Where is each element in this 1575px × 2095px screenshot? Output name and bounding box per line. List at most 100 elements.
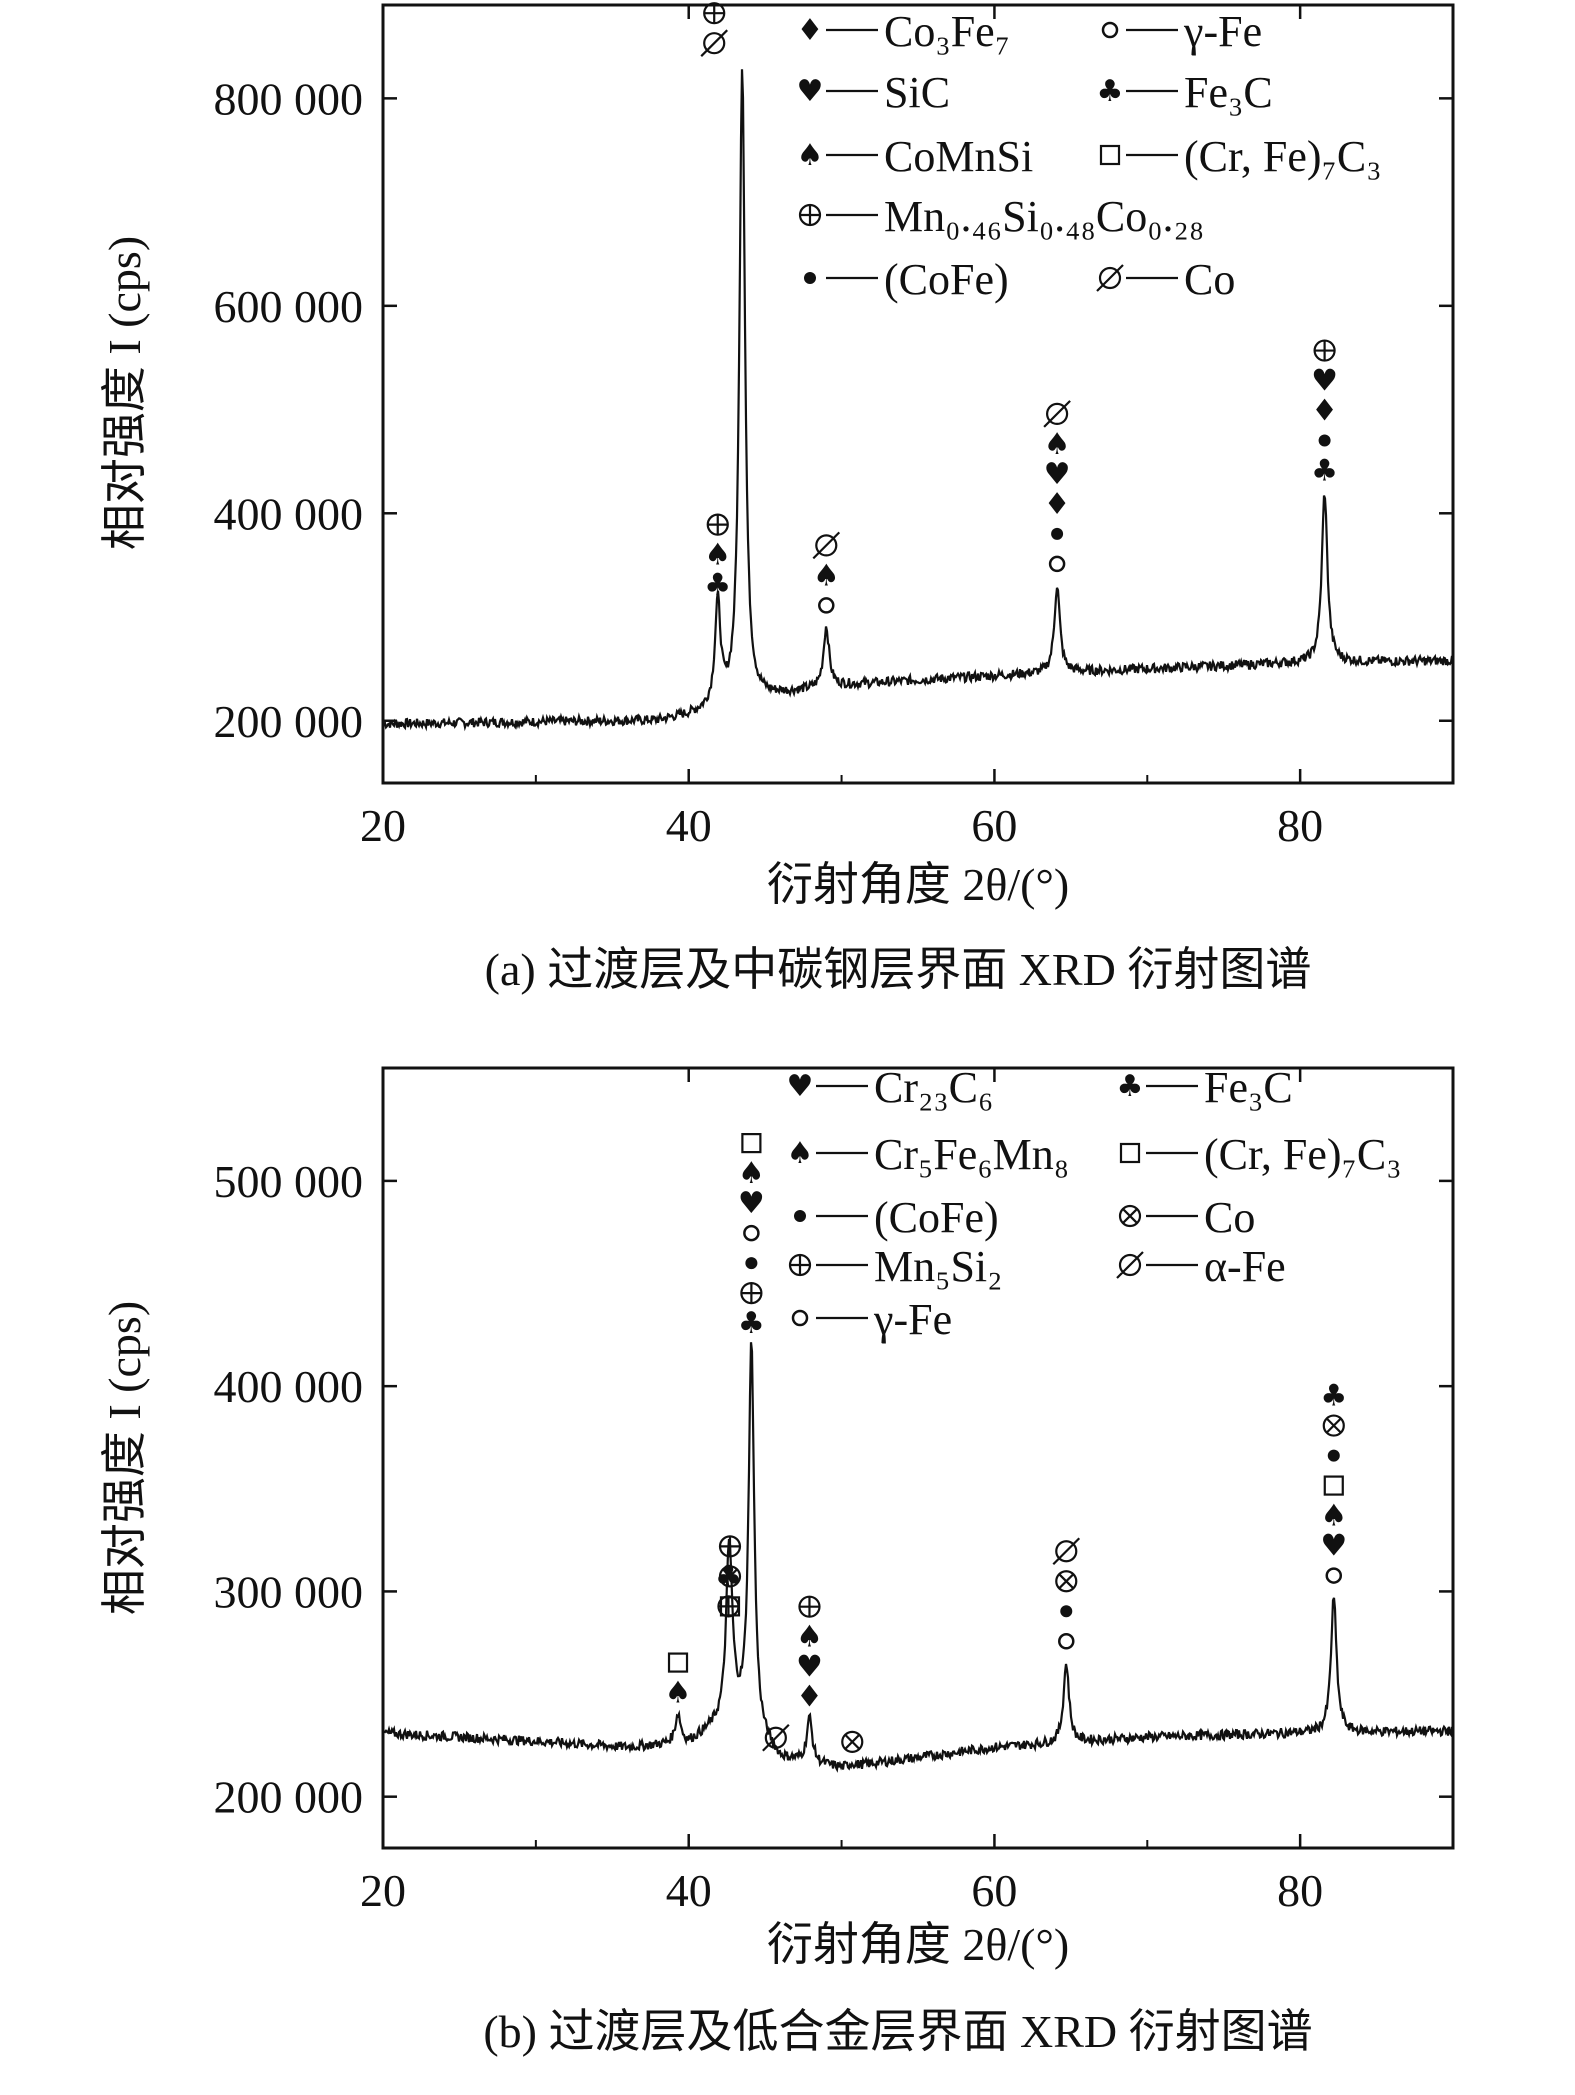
peak-marker: ♠ — [813, 558, 840, 593]
legend-marker — [788, 1253, 812, 1277]
peak-marker: ♥ — [1044, 457, 1071, 492]
x-tick-label: 60 — [971, 800, 1017, 851]
peak-marker: ♦ — [1311, 394, 1338, 429]
peak-marker: ♠ — [738, 1156, 765, 1191]
peak-marker — [818, 597, 835, 614]
legend-label: Mn₅Si₂ — [874, 1242, 1003, 1291]
xrd-trace — [383, 69, 1454, 732]
x-tick-label: 20 — [360, 1865, 406, 1916]
peak-marker — [812, 531, 841, 560]
plot-frame — [381, 3, 1455, 785]
y-tick-label: 300 000 — [214, 1566, 364, 1617]
peak-marker: ♠ — [665, 1676, 692, 1711]
peak-marker — [1060, 1605, 1073, 1618]
peak-marker — [719, 1596, 741, 1617]
peak-marker: ♦ — [1044, 487, 1071, 522]
peak-marker — [1043, 400, 1071, 428]
x-tick-label: 80 — [1277, 1865, 1323, 1916]
y-tick-label: 400 000 — [214, 1361, 364, 1412]
legend-marker: ♣ — [1117, 1069, 1144, 1104]
peak-marker: ♣ — [738, 1306, 765, 1341]
peak-marker: ♠ — [796, 1620, 823, 1655]
x-axis-label: 衍射角度 2θ/(°) — [767, 859, 1069, 910]
peak-marker: ♣ — [704, 568, 731, 603]
legend-marker: ♦ — [797, 13, 824, 48]
peak-marker: ♥ — [1320, 1529, 1347, 1564]
legend: ♦ Co₃Fe₇ γ-Fe ♥ SiC ♣ Fe₃C ♠ CoMnSi (Cr, Fe)₇C₃ Mn… — [797, 7, 1382, 304]
peak-marker — [718, 1565, 742, 1588]
peak-marker — [1052, 1537, 1081, 1566]
legend-marker: ♥ — [797, 74, 824, 109]
legend-marker — [1118, 1204, 1142, 1228]
peak-marker — [740, 1282, 763, 1305]
peak-marker — [1313, 339, 1336, 362]
peak-marker — [1318, 434, 1331, 447]
legend-marker: ♠ — [787, 1136, 814, 1171]
legend-marker — [794, 1210, 806, 1222]
peak-marker — [1048, 555, 1066, 573]
panel-a: 20 40 60 80 200 000 400 000 600 000 800 000 相对强度… — [99, 0, 1455, 995]
peak-marker: ♠ — [1320, 1499, 1347, 1534]
peak-marker: ♣ — [1320, 1379, 1347, 1414]
peak-marker — [762, 1723, 790, 1752]
legend-marker — [1099, 144, 1121, 166]
x-tick-label: 40 — [666, 1865, 712, 1916]
peak-marker — [1322, 1414, 1345, 1437]
peak-marker — [841, 1730, 864, 1753]
peak-marker: ♥ — [1311, 364, 1338, 399]
xrd-trace — [383, 1342, 1454, 1773]
peak-marker — [1055, 1570, 1078, 1593]
y-tick-label: 800 000 — [214, 73, 364, 124]
peak-marker — [743, 1224, 760, 1242]
peak-marker — [745, 1257, 758, 1270]
legend-label: α-Fe — [1204, 1242, 1286, 1291]
panel-b: 20 40 60 80 200 000 300 000 400 000 500 000 相对强度… — [99, 1063, 1455, 2057]
legend-label: (Cr, Fe)₇C₃ — [1204, 1130, 1402, 1179]
legend-label: Fe₃C — [1204, 1063, 1293, 1112]
peak-marker — [741, 1133, 762, 1154]
y-tick-label: 600 000 — [214, 281, 364, 332]
legend-label: SiC — [884, 68, 950, 117]
legend-marker — [1116, 1251, 1144, 1279]
peak-marker: ♠ — [1044, 427, 1071, 462]
peak-marker — [706, 513, 729, 536]
y-tick-label: 400 000 — [214, 488, 364, 539]
legend-label: Mn₀.₄₆Si₀.₄₈Co₀.₂₈ — [884, 192, 1204, 241]
y-axis-label: 相对强度 I (cps) — [99, 1301, 150, 1615]
legend-label: Co — [1204, 1193, 1255, 1242]
y-tick-label: 200 000 — [214, 696, 364, 747]
x-tick-label: 40 — [666, 800, 712, 851]
legend-label: Fe₃C — [1184, 68, 1273, 117]
x-tick-label: 60 — [971, 1865, 1017, 1916]
peak-marker — [798, 1595, 821, 1618]
legend-label: Co₃Fe₇ — [884, 7, 1010, 56]
x-tick-label: 80 — [1277, 800, 1323, 851]
legend-label: (CoFe) — [874, 1193, 999, 1242]
peak-marker — [1058, 1633, 1075, 1650]
figure-caption: (a) 过渡层及中碳钢层界面 XRD 衍射图谱 — [485, 944, 1312, 995]
legend-marker: ♠ — [797, 138, 824, 173]
peak-marker — [718, 1535, 742, 1558]
legend-marker: ♥ — [787, 1069, 814, 1104]
legend-label: Co — [1184, 255, 1235, 304]
legend-label: CoMnSi — [884, 132, 1033, 181]
legend-label: (CoFe) — [884, 255, 1009, 304]
legend-label: Cr₅Fe₆Mn₈ — [874, 1130, 1069, 1179]
legend-label: Cr₂₃C₆ — [874, 1063, 993, 1112]
peak-marker: ♥ — [701, 0, 728, 1]
peak-marker: ♦ — [796, 1680, 823, 1715]
peak-marker — [703, 2, 726, 25]
y-axis-label: 相对强度 I (cps) — [99, 236, 150, 550]
figure-caption: (b) 过渡层及低合金层界面 XRD 衍射图谱 — [483, 2006, 1312, 2057]
legend: ♥ Cr₂₃C₆ ♣ Fe₃C ♠ Cr₅Fe₆Mn₈ (Cr, Fe)₇C₃ (CoFe) C… — [787, 1063, 1402, 1344]
x-tick-label: 20 — [360, 800, 406, 851]
peak-marker — [667, 1652, 689, 1673]
legend-marker: ♣ — [1097, 74, 1124, 109]
peak-marker — [700, 29, 728, 57]
peak-marker: ♥ — [796, 1650, 823, 1685]
legend-marker — [804, 272, 816, 284]
peak-marker — [1051, 527, 1064, 540]
legend-marker — [1101, 21, 1119, 39]
legend-label: γ-Fe — [873, 1295, 952, 1344]
